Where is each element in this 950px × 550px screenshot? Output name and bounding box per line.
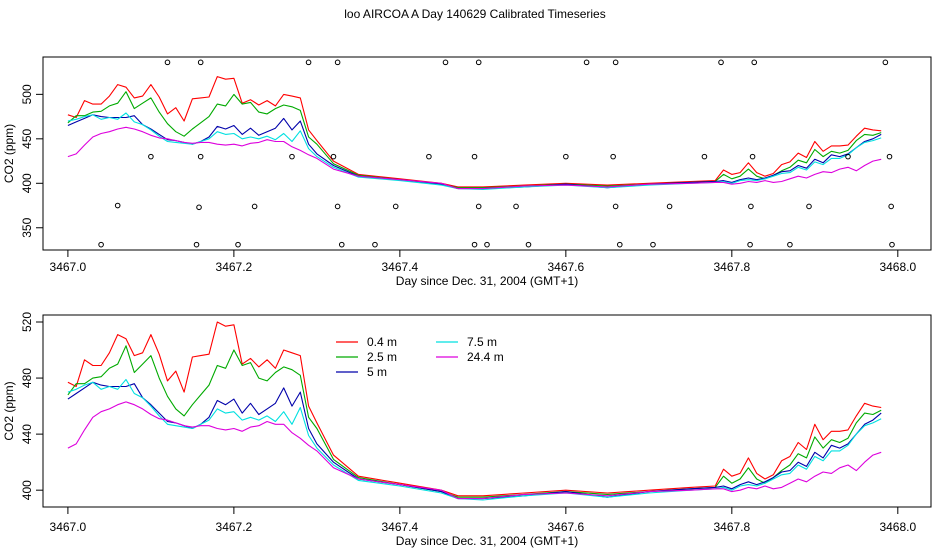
y-tick-label: 500 (20, 84, 34, 104)
data-point (148, 153, 154, 160)
data-point (193, 241, 200, 248)
x-tick-label: 3467.8 (713, 520, 750, 534)
data-point (471, 153, 478, 160)
data-point (484, 241, 490, 248)
series-line-5 (67, 401, 882, 500)
series-line-4 (67, 378, 882, 501)
data-point (196, 204, 202, 211)
data-point (289, 153, 295, 160)
x-tick-label: 3467.0 (50, 260, 87, 274)
y-tick-label: 400 (20, 173, 34, 193)
data-point (787, 241, 793, 248)
data-point (718, 59, 724, 66)
data-point (471, 241, 478, 248)
data-point (475, 59, 482, 66)
x-tick-label: 3468.0 (879, 520, 916, 534)
data-point (525, 241, 532, 248)
page-title: loo AIRCOA A Day 140629 Calibrated Times… (344, 7, 606, 21)
y-axis-label: CO2 (ppm) (2, 381, 16, 440)
x-tick-label: 3467.4 (382, 520, 419, 534)
data-point (563, 153, 569, 160)
series-line-3 (67, 381, 882, 500)
x-tick-label: 3467.6 (547, 260, 584, 274)
legend-label: 24.4 m (467, 350, 504, 364)
y-tick-label: 480 (20, 368, 34, 388)
data-point (888, 203, 894, 210)
data-point (747, 241, 753, 248)
data-point (197, 59, 204, 66)
series-line-4 (67, 112, 882, 191)
data-point (612, 59, 619, 66)
data-point (650, 241, 656, 248)
data-point (882, 59, 889, 66)
x-tick-label: 3467.2 (216, 260, 253, 274)
x-axis-label: Day since Dec. 31, 2004 (GMT+1) (396, 534, 578, 548)
data-point (338, 241, 345, 248)
y-tick-label: 440 (20, 424, 34, 444)
x-tick-label: 3467.4 (382, 260, 419, 274)
data-point (806, 203, 812, 210)
data-point (251, 203, 258, 210)
y-axis-label: CO2 (ppm) (2, 124, 16, 183)
data-point (114, 202, 121, 209)
data-point (751, 59, 758, 66)
x-tick-label: 3467.2 (216, 520, 253, 534)
plot-frame (42, 314, 932, 508)
plot-frame (42, 56, 932, 251)
data-point (305, 59, 312, 66)
data-point (583, 59, 590, 66)
x-tick-label: 3467.6 (547, 520, 584, 534)
bottom-timeseries-panel: 3467.0 3467.2 3467.4 3467.6 3467.8 3468.0 400 4… (2, 312, 932, 548)
series-line-1 (67, 321, 882, 497)
legend-label: 0.4 m (367, 335, 397, 349)
data-point (330, 153, 337, 160)
data-point (372, 241, 378, 248)
series-line-5 (67, 126, 882, 190)
data-point (610, 153, 616, 160)
series-line-1 (67, 76, 882, 188)
top-timeseries-panel: 3467.0 3467.2 3467.4 3467.6 3467.8 3468.0 350 4… (2, 56, 932, 288)
data-point (98, 241, 104, 248)
x-tick-label: 3468.0 (879, 260, 916, 274)
data-point (164, 59, 171, 66)
data-point (235, 241, 241, 248)
y-tick-label: 400 (20, 480, 34, 500)
plot-area (67, 321, 882, 501)
y-tick-label: 520 (20, 312, 34, 332)
data-point (612, 203, 619, 210)
data-point (475, 203, 482, 210)
legend-label: 7.5 m (467, 335, 497, 349)
x-axis-label: Day since Dec. 31, 2004 (GMT+1) (396, 274, 578, 288)
data-point (748, 203, 754, 210)
plot-area (67, 59, 895, 248)
y-tick-label: 350 (20, 217, 34, 237)
series-line-3 (67, 114, 882, 190)
data-point (701, 153, 708, 160)
data-point (666, 203, 673, 210)
x-tick-label: 3467.0 (50, 520, 87, 534)
data-point (334, 203, 341, 210)
data-point (334, 59, 341, 66)
data-point (442, 59, 449, 66)
series-line-2 (67, 91, 882, 189)
data-point (889, 241, 895, 248)
data-point (426, 153, 432, 160)
data-point (616, 241, 623, 248)
series-line-2 (67, 345, 882, 498)
data-point (886, 153, 893, 160)
data-point (749, 153, 756, 160)
data-point (197, 153, 204, 160)
y-tick-label: 450 (20, 128, 34, 148)
data-point (513, 203, 519, 210)
x-tick-label: 3467.8 (713, 260, 750, 274)
legend-label: 5 m (367, 365, 387, 379)
data-point (392, 203, 399, 210)
data-point (845, 153, 851, 160)
legend-label: 2.5 m (367, 350, 397, 364)
